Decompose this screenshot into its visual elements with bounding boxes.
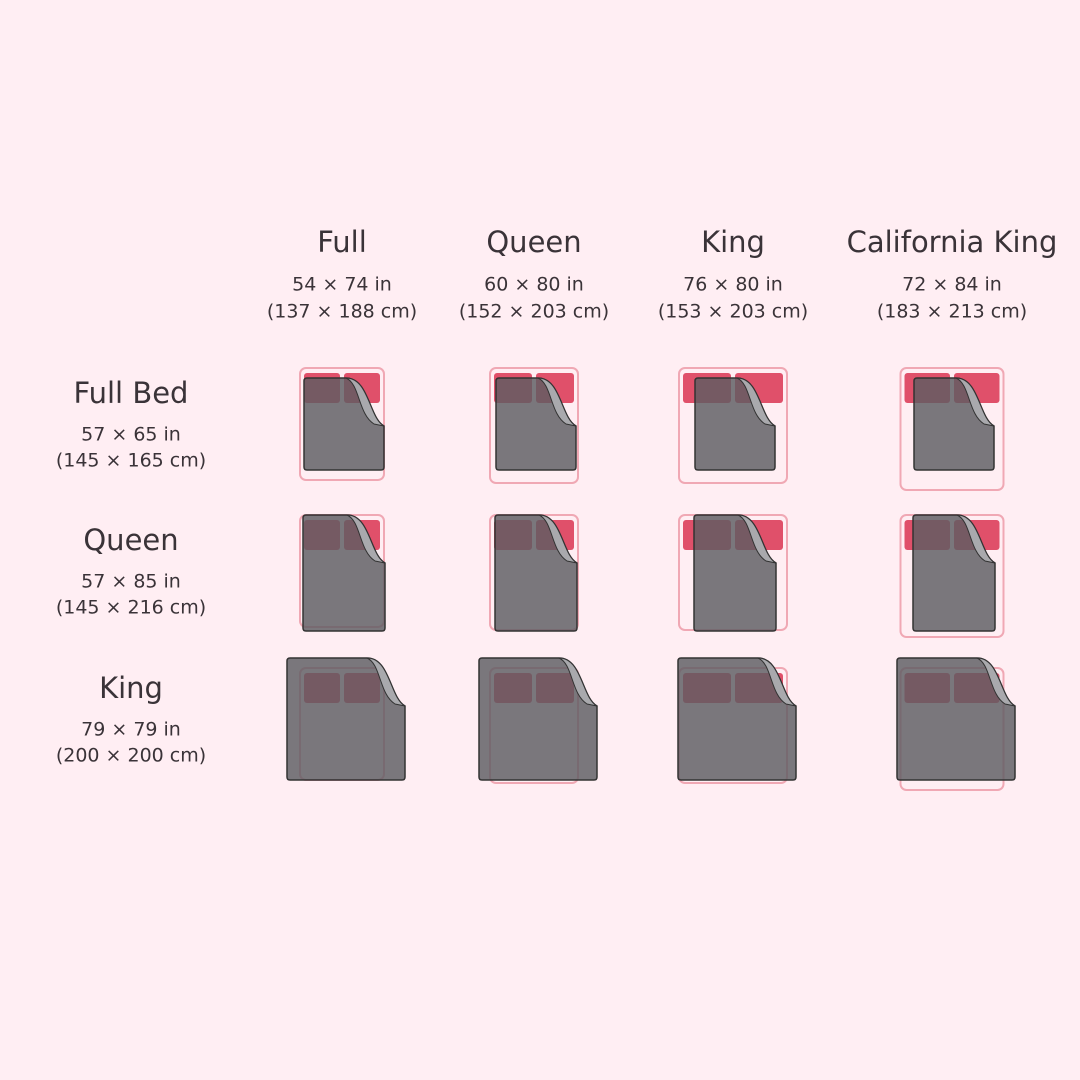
bed-illustration bbox=[489, 367, 579, 484]
column-size-cm: (152 × 203 cm) bbox=[459, 301, 609, 323]
comforter-fold bbox=[538, 514, 578, 564]
column-size-in: 72 × 84 in bbox=[902, 274, 1002, 296]
bed-frame bbox=[299, 367, 385, 481]
comforter-fold bbox=[737, 514, 777, 564]
column-size-in: 54 × 74 in bbox=[292, 274, 392, 296]
column-size-cm: (183 × 213 cm) bbox=[877, 301, 1027, 323]
comforter-fold bbox=[345, 377, 385, 427]
bed-illustration bbox=[678, 514, 788, 632]
row-size-cm: (200 × 200 cm) bbox=[56, 745, 206, 767]
comforter-fold bbox=[976, 657, 1016, 707]
bed-illustration bbox=[299, 514, 386, 632]
bed-frame bbox=[489, 367, 579, 484]
row-size-cm: (145 × 165 cm) bbox=[56, 450, 206, 472]
row-title: Full Bed bbox=[74, 376, 189, 410]
comforter-fold bbox=[558, 657, 598, 707]
bed-frame bbox=[678, 367, 788, 484]
comforter-fold bbox=[346, 514, 386, 564]
comforter-fold bbox=[956, 514, 996, 564]
bed-frame bbox=[899, 367, 1005, 491]
bed-illustration bbox=[896, 657, 1016, 791]
row-title: Queen bbox=[83, 523, 178, 557]
row-size-in: 57 × 85 in bbox=[81, 571, 181, 593]
bed-illustration bbox=[678, 367, 788, 484]
comforter-fold bbox=[366, 657, 406, 707]
bed-illustration bbox=[299, 367, 385, 481]
column-size-cm: (153 × 203 cm) bbox=[658, 301, 808, 323]
column-size-cm: (137 × 188 cm) bbox=[267, 301, 417, 323]
comforter-fold bbox=[955, 377, 995, 427]
bed-illustration bbox=[899, 367, 1005, 491]
column-size-in: 60 × 80 in bbox=[484, 274, 584, 296]
bed-illustration bbox=[899, 514, 1005, 638]
comforter-fold bbox=[757, 657, 797, 707]
row-size-in: 79 × 79 in bbox=[81, 719, 181, 741]
column-title: King bbox=[701, 225, 765, 259]
column-title: California King bbox=[847, 225, 1058, 259]
column-title: Queen bbox=[486, 225, 581, 259]
bed-illustration bbox=[677, 657, 797, 784]
bed-illustration bbox=[286, 657, 406, 781]
column-size-in: 76 × 80 in bbox=[683, 274, 783, 296]
bed-illustration bbox=[478, 657, 598, 784]
comforter-fold bbox=[537, 377, 577, 427]
row-size-in: 57 × 65 in bbox=[81, 424, 181, 446]
comforter-fold bbox=[736, 377, 776, 427]
row-size-cm: (145 × 216 cm) bbox=[56, 597, 206, 619]
bed-illustration bbox=[489, 514, 579, 632]
row-title: King bbox=[99, 671, 163, 705]
column-title: Full bbox=[317, 225, 367, 259]
